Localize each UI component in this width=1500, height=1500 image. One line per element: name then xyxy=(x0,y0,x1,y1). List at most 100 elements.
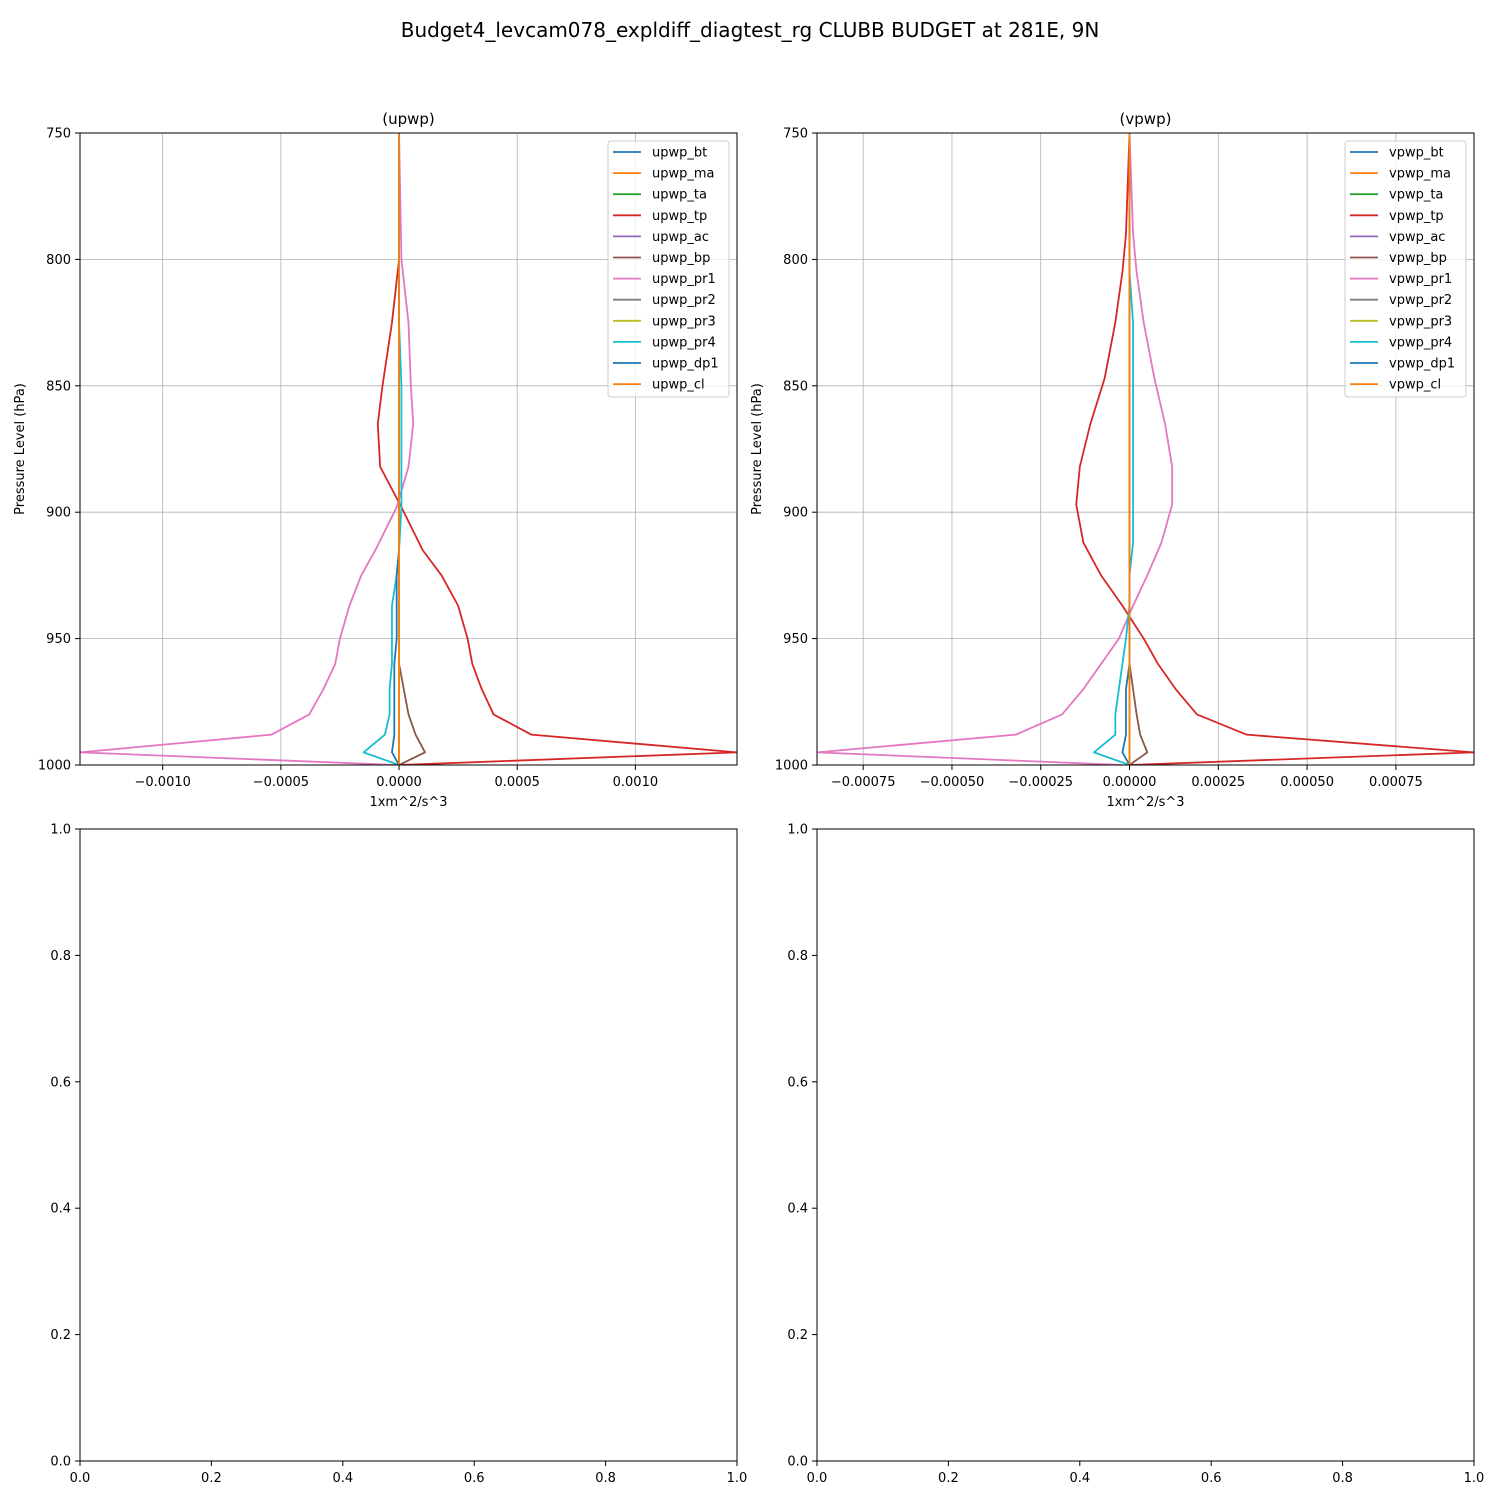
axes-frame xyxy=(79,132,738,766)
panel-4: 0.0 0.2 0.4 0.6 0.8 1.0 0.0 0.2 0.4 0.6 0.8 1.0 xyxy=(787,823,1484,1487)
panel-title: (vpwp) xyxy=(1120,110,1172,128)
x-tick-label: 0.00025 xyxy=(1191,775,1245,790)
legend-entry-upwp_bp: upwp_bp xyxy=(652,251,710,266)
axes-frame xyxy=(79,828,738,1462)
x-tick-label: 0.00050 xyxy=(1280,775,1334,790)
series-group xyxy=(80,133,737,765)
y-tick-label: 0.4 xyxy=(50,1202,71,1217)
series-line-vpwp_pr1 xyxy=(817,133,1174,765)
x-tick-label: −0.0005 xyxy=(253,775,309,790)
axes-frame xyxy=(816,828,1475,1462)
x-tick-label: 0.8 xyxy=(595,1471,616,1486)
x-tick-label: 0.4 xyxy=(1069,1471,1090,1486)
legend-box xyxy=(607,140,730,398)
y-tick-label: 1.0 xyxy=(50,823,71,838)
x-tick-label: 0.0005 xyxy=(494,775,540,790)
x-axis-label: 1xm^2/s^3 xyxy=(369,795,447,810)
panel-3: 0.0 0.2 0.4 0.6 0.8 1.0 0.0 0.2 0.4 0.6 0.8 1.0 xyxy=(50,823,747,1487)
legend-entry-vpwp_pr3: vpwp_pr3 xyxy=(1389,314,1452,329)
y-tick-label: 800 xyxy=(46,253,71,268)
panel-title: (upwp) xyxy=(382,110,435,128)
y-tick-label: 0.4 xyxy=(787,1202,808,1217)
y-tick-label: 0.8 xyxy=(787,949,808,964)
x-tick-label: 0.0 xyxy=(807,1471,828,1486)
legend-entry-upwp_bt: upwp_bt xyxy=(652,146,707,161)
legend-entry-upwp_pr3: upwp_pr3 xyxy=(652,314,716,329)
legend-entry-upwp_dp1: upwp_dp1 xyxy=(652,357,719,372)
y-tick-label: 850 xyxy=(46,379,71,394)
x-tick-label: 0.2 xyxy=(201,1471,222,1486)
legend-entry-vpwp_pr4: vpwp_pr4 xyxy=(1389,335,1452,350)
legend-entry-upwp_pr2: upwp_pr2 xyxy=(652,293,716,308)
x-tick-label: 0.2 xyxy=(938,1471,959,1486)
axes-frame xyxy=(816,132,1475,766)
x-tick-label: −0.00075 xyxy=(831,775,896,790)
legend-entry-upwp_ac: upwp_ac xyxy=(652,230,709,245)
legend-entry-vpwp_pr1: vpwp_pr1 xyxy=(1389,272,1452,287)
x-tick-label: −0.0010 xyxy=(135,775,191,790)
series-line-upwp_dp1 xyxy=(391,133,400,765)
y-tick-label: 750 xyxy=(783,127,808,142)
y-tick-label: 0.6 xyxy=(787,1075,808,1090)
x-tick-label: 0.6 xyxy=(1201,1471,1222,1486)
series-line-upwp_pr1 xyxy=(80,133,415,765)
y-tick-label: 0.0 xyxy=(787,1455,808,1470)
y-tick-label: 1000 xyxy=(775,759,808,774)
y-tick-label: 0.2 xyxy=(50,1328,71,1343)
x-tick-label: 0.00075 xyxy=(1369,775,1423,790)
y-tick-label: 750 xyxy=(46,127,71,142)
legend-entry-upwp_tp: upwp_tp xyxy=(652,209,707,224)
x-tick-label: 1.0 xyxy=(1464,1471,1485,1486)
legend-entry-vpwp_dp1: vpwp_dp1 xyxy=(1389,357,1455,372)
series-line-upwp_bp xyxy=(398,133,426,765)
panel-1: −0.0010 −0.0005 0.0000 0.0005 0.0010 750 800 85… xyxy=(13,110,738,810)
y-axis-label: Pressure Level (hPa) xyxy=(13,383,28,515)
x-tick-label: 0.00000 xyxy=(1103,775,1157,790)
x-tick-label: 0.0000 xyxy=(376,775,422,790)
series-line-vpwp_tp xyxy=(1075,133,1474,765)
series-line-upwp_tp xyxy=(376,133,737,765)
legend-entry-vpwp_bp: vpwp_bp xyxy=(1389,251,1447,266)
y-tick-label: 850 xyxy=(783,379,808,394)
x-tick-label: 0.6 xyxy=(464,1471,485,1486)
legend-entry-vpwp_cl: vpwp_cl xyxy=(1389,378,1441,393)
x-tick-label: 0.8 xyxy=(1332,1471,1353,1486)
legend-entry-upwp_pr4: upwp_pr4 xyxy=(652,335,716,350)
x-tick-label: −0.00025 xyxy=(1008,775,1073,790)
legend-entry-upwp_ta: upwp_ta xyxy=(652,188,707,203)
y-tick-label: 0.2 xyxy=(787,1328,808,1343)
legend-entry-vpwp_pr2: vpwp_pr2 xyxy=(1389,293,1452,308)
series-line-upwp_pr4 xyxy=(362,133,403,765)
x-tick-label: 0.0 xyxy=(70,1471,91,1486)
legend-entry-vpwp_ta: vpwp_ta xyxy=(1389,188,1443,203)
y-tick-label: 900 xyxy=(46,506,71,521)
legend: vpwp_bt vpwp_ma vpwp_ta vpwp_tp vpwp_ac vpwp_… xyxy=(1344,140,1467,398)
x-tick-label: 0.4 xyxy=(332,1471,353,1486)
y-tick-label: 0.8 xyxy=(50,949,71,964)
figure-suptitle: Budget4_levcam078_expldiff_diagtest_rg C… xyxy=(401,18,1100,42)
legend-box xyxy=(1344,140,1467,398)
y-tick-label: 800 xyxy=(783,253,808,268)
x-tick-label: 1.0 xyxy=(727,1471,748,1486)
y-tick-label: 1000 xyxy=(38,759,71,774)
panel-2: −0.00075 −0.00050 −0.00025 0.00000 0.00025 0.… xyxy=(750,110,1475,810)
series-line-vpwp_pr4 xyxy=(1093,133,1134,765)
legend-entry-upwp_ma: upwp_ma xyxy=(652,167,715,182)
y-tick-label: 900 xyxy=(783,506,808,521)
y-tick-label: 0.0 xyxy=(50,1455,71,1470)
legend-entry-vpwp_ac: vpwp_ac xyxy=(1389,230,1445,245)
y-tick-label: 1.0 xyxy=(787,823,808,838)
y-tick-label: 0.6 xyxy=(50,1075,71,1090)
x-tick-label: −0.00050 xyxy=(920,775,985,790)
legend-entry-vpwp_ma: vpwp_ma xyxy=(1389,167,1451,182)
series-group xyxy=(817,133,1474,765)
y-axis-label: Pressure Level (hPa) xyxy=(750,383,765,515)
legend-entry-upwp_cl: upwp_cl xyxy=(652,378,705,393)
legend: upwp_bt upwp_ma upwp_ta upwp_tp upwp_ac upwp_… xyxy=(607,140,730,398)
y-tick-label: 950 xyxy=(46,632,71,647)
x-tick-label: 0.0010 xyxy=(613,775,659,790)
legend-entry-upwp_pr1: upwp_pr1 xyxy=(652,272,716,287)
legend-entry-vpwp_bt: vpwp_bt xyxy=(1389,146,1444,161)
x-axis-label: 1xm^2/s^3 xyxy=(1106,795,1184,810)
